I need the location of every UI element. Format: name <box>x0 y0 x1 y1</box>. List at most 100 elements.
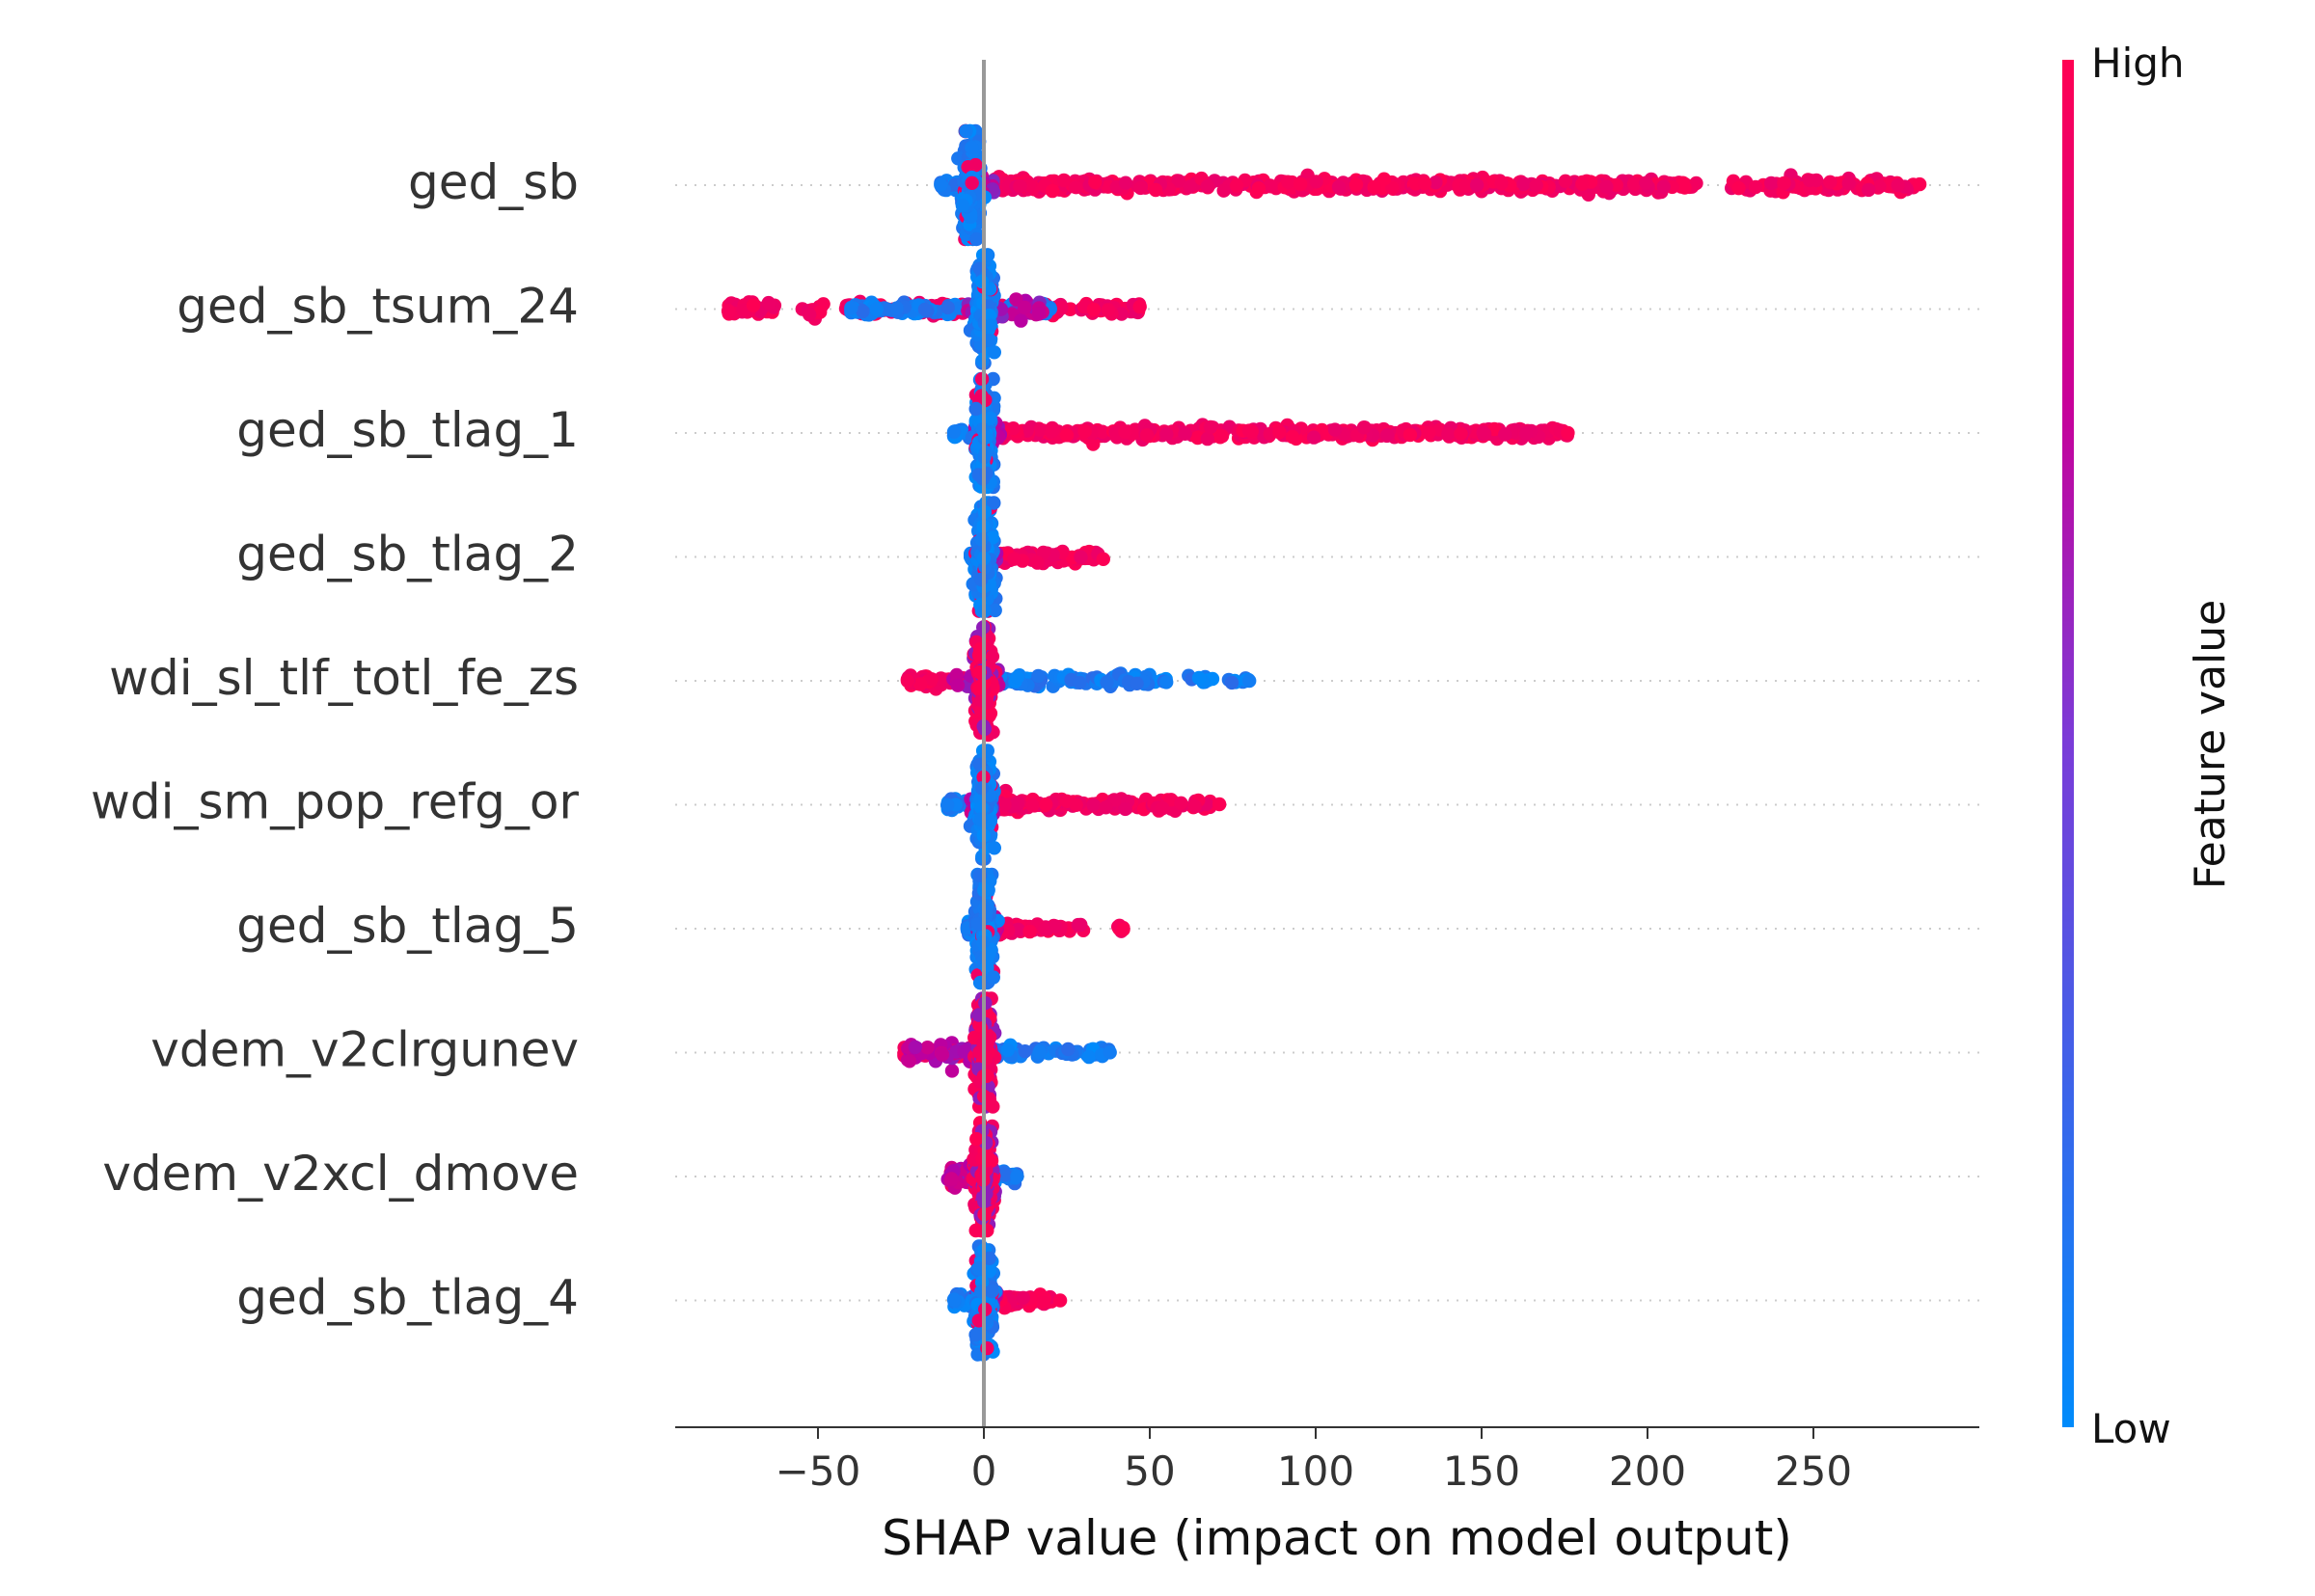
feature-row-ged_sb_tlag_5 <box>961 868 1130 989</box>
dot-ged_sb_tlag_1 <box>1178 427 1191 441</box>
dot-ged_sb_tlag_1 <box>979 467 993 480</box>
dot-ged_sb_tsum_24 <box>988 345 1001 359</box>
feature-row-ged_sb_tsum_24 <box>722 248 1147 369</box>
dot-ged_sb_tlag_1 <box>1498 427 1512 441</box>
dot-ged_sb <box>934 178 947 192</box>
dot-vdem_v2xcl_dmove <box>1010 1170 1023 1183</box>
dot-ged_sb_tlag_1 <box>1046 424 1059 438</box>
dot-ged_sb <box>1470 178 1484 192</box>
feature-row-vdem_v2clrgunev <box>897 991 1117 1113</box>
dot-vdem_v2xcl_dmove <box>969 1224 983 1237</box>
dot-ged_sb_tlag_2 <box>1074 551 1087 564</box>
dot-ged_sb <box>966 176 979 190</box>
dot-wdi_sl_tlf_totl_fe_zs <box>1031 669 1045 683</box>
dot-vdem_v2clrgunev <box>1103 1045 1117 1059</box>
dot-ged_sb_tsum_24 <box>1087 303 1101 316</box>
dot-ged_sb_tlag_5 <box>1049 919 1062 933</box>
dot-vdem_v2clrgunev <box>980 1069 994 1083</box>
dot-vdem_v2clrgunev <box>1061 1042 1075 1056</box>
dot-ged_sb_tsum_24 <box>918 303 932 316</box>
dot-wdi_sm_pop_refg_or <box>1025 798 1039 812</box>
feature-row-ged_sb <box>934 124 1926 246</box>
dot-ged_sb_tlag_2 <box>1097 553 1110 566</box>
dot-ged_sb <box>1294 177 1307 191</box>
dot-ged_sb_tlag_1 <box>1380 428 1394 442</box>
dot-ged_sb <box>1046 184 1059 198</box>
dot-ged_sb_tsum_24 <box>890 301 904 314</box>
dot-ged_sb <box>959 124 972 138</box>
dot-ged_sb <box>1069 180 1082 194</box>
dot-wdi_sl_tlf_totl_fe_zs <box>1159 675 1173 689</box>
dot-ged_sb_tsum_24 <box>1133 300 1147 313</box>
dot-ged_sb_tlag_1 <box>1159 427 1173 441</box>
dot-ged_sb <box>1309 175 1322 188</box>
dot-ged_sb_tsum_24 <box>870 302 884 315</box>
dot-ged_sb_tsum_24 <box>1102 303 1115 316</box>
dot-ged_sb_tlag_1 <box>1204 420 1217 434</box>
dot-wdi_sm_pop_refg_or <box>988 841 1001 854</box>
dot-vdem_v2clrgunev <box>903 1054 916 1068</box>
dot-ged_sb <box>1810 174 1823 187</box>
dot-ged_sb_tlag_1 <box>1454 427 1467 441</box>
dot-ged_sb_tlag_5 <box>1074 918 1087 932</box>
dot-ged_sb <box>1281 176 1294 189</box>
dot-wdi_sm_pop_refg_or <box>940 798 954 812</box>
dot-ged_sb_tlag_1 <box>1328 422 1342 436</box>
dot-ged_sb <box>1418 176 1431 190</box>
dot-ged_sb_tlag_5 <box>987 970 1000 984</box>
dot-ged_sb <box>1368 180 1381 194</box>
dot-wdi_sl_tlf_totl_fe_zs <box>901 674 914 688</box>
dot-ged_sb <box>1677 180 1691 194</box>
dot-vdem_v2clrgunev <box>1019 1044 1032 1058</box>
row-guides <box>675 185 1979 1301</box>
dot-ged_sb_tlag_1 <box>1033 423 1047 437</box>
dot-wdi_sm_pop_refg_or <box>1039 798 1052 811</box>
dot-ged_sb <box>1862 183 1875 197</box>
dot-ged_sb_tlag_1 <box>1286 430 1299 444</box>
dot-wdi_sl_tlf_totl_fe_zs <box>1130 677 1143 690</box>
dot-ged_sb <box>1599 179 1613 193</box>
dot-ged_sb_tlag_1 <box>969 402 983 416</box>
dot-ged_sb_tsum_24 <box>941 301 955 314</box>
dot-ged_sb <box>1349 177 1363 191</box>
dot-ged_sb <box>1823 176 1837 189</box>
dot-wdi_sm_pop_refg_or <box>1188 799 1202 813</box>
dot-ged_sb_tlag_2 <box>1007 553 1021 566</box>
dot-ged_sb_tsum_24 <box>762 296 776 310</box>
dot-wdi_sm_pop_refg_or <box>1156 801 1169 815</box>
dot-ged_sb_tlag_1 <box>1272 425 1286 439</box>
dot-ged_sb <box>1217 184 1231 198</box>
dot-wdi_sm_pop_refg_or <box>1212 798 1226 811</box>
dot-ged_sb <box>1230 178 1243 192</box>
dot-ged_sb <box>1517 176 1531 190</box>
dot-ged_sb_tlag_1 <box>1118 425 1131 439</box>
dot-ged_sb <box>1057 174 1071 187</box>
dot-ged_sb_tlag_1 <box>1441 427 1455 441</box>
dot-ged_sb <box>1252 181 1266 195</box>
dot-ged_sb <box>1891 178 1904 192</box>
dot-ged_sb_tlag_1 <box>1060 428 1074 442</box>
dot-ged_sb <box>1088 176 1102 189</box>
dot-ged_sb_tlag_1 <box>974 389 988 402</box>
dot-vdem_v2clrgunev <box>909 1041 922 1054</box>
dot-ged_sb_tlag_1 <box>1201 432 1214 446</box>
dot-vdem_v2xcl_dmove <box>944 1172 958 1185</box>
dot-wdi_sm_pop_refg_or <box>1118 802 1131 816</box>
dot-ged_sb_tlag_5 <box>979 905 993 918</box>
dot-ged_sb_tsum_24 <box>747 298 760 311</box>
dot-wdi_sm_pop_refg_or <box>1070 798 1083 812</box>
dot-ged_sb <box>1530 178 1543 192</box>
dot-ged_sb <box>1749 180 1762 194</box>
dot-ged_sb <box>1639 176 1652 190</box>
dot-ged_sb_tlag_2 <box>974 573 988 586</box>
dot-vdem_v2clrgunev <box>936 1047 949 1061</box>
dot-ged_sb <box>1264 178 1277 192</box>
dot-wdi_sl_tlf_totl_fe_zs <box>913 677 927 690</box>
dot-ged_sb_tsum_24 <box>1018 301 1031 314</box>
dot-vdem_v2clrgunev <box>1082 1050 1096 1064</box>
dot-ged_sb_tlag_2 <box>1030 555 1044 569</box>
dot-ged_sb_tlag_1 <box>1307 430 1321 444</box>
dot-ged_sb_tsum_24 <box>722 304 735 317</box>
dot-ged_sb <box>1559 175 1572 188</box>
